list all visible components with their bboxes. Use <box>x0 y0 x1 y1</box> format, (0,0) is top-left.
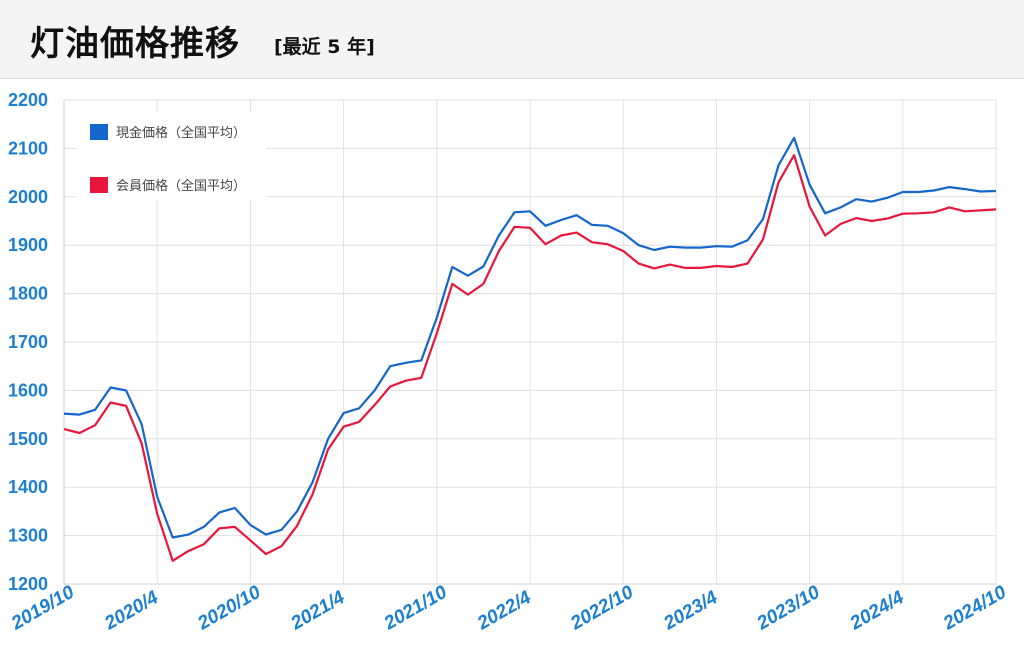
y-tick-label: 1300 <box>8 526 48 546</box>
member-price-line <box>63 154 997 562</box>
x-tick-label: 2023/4 <box>660 587 722 635</box>
chart-legend[interactable]: 現金価格（全国平均） 会員価格（全国平均） <box>76 112 266 200</box>
x-tick-label: 2022/4 <box>473 587 535 635</box>
price-line-chart: 1200 1300 1400 1500 1600 1700 1800 1900 2000 2100… <box>7 90 1010 635</box>
y-tick-label: 1600 <box>8 380 48 400</box>
x-tick-label: 2024/4 <box>846 587 908 635</box>
y-tick-label: 2100 <box>8 138 48 158</box>
legend-label: 会員価格（全国平均） <box>116 178 246 194</box>
x-tick-label: 2021/10 <box>380 582 451 635</box>
chart-lines <box>63 136 997 562</box>
y-tick-label: 1400 <box>8 477 48 497</box>
y-tick-label: 2000 <box>8 187 48 207</box>
period-label: [最近 5 年] <box>274 36 375 58</box>
legend-label: 現金価格（全国平均） <box>116 125 246 141</box>
x-tick-label: 2021/4 <box>287 587 349 635</box>
x-tick-label: 2020/4 <box>100 587 162 635</box>
y-tick-label: 1900 <box>8 235 48 255</box>
y-tick-label: 1200 <box>8 574 48 594</box>
legend-swatch <box>90 177 108 193</box>
x-tick-label: 2020/10 <box>194 582 265 635</box>
y-tick-label: 2200 <box>8 90 48 110</box>
legend-swatch <box>90 124 108 140</box>
x-tick-label: 2022/10 <box>566 582 637 635</box>
page-header: 灯油価格推移 [最近 5 年] <box>0 0 1024 79</box>
cash-price-line <box>63 136 997 539</box>
page-title: 灯油価格推移 <box>30 24 240 64</box>
x-tick-label: 2024/10 <box>939 582 1010 635</box>
x-tick-label: 2023/10 <box>753 582 824 635</box>
y-tick-label: 1700 <box>8 332 48 352</box>
y-tick-label: 1800 <box>8 284 48 304</box>
y-tick-label: 1500 <box>8 429 48 449</box>
